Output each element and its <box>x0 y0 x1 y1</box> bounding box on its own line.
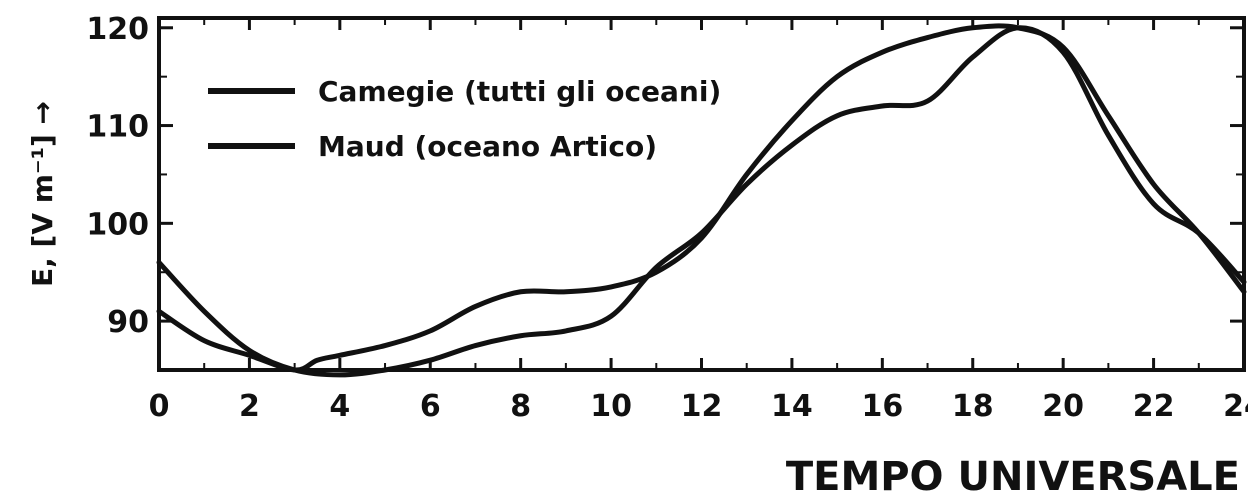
x-tick-label: 16 <box>861 389 903 424</box>
x-tick-label: 24 <box>1223 389 1248 424</box>
x-tick-label: 6 <box>420 389 441 424</box>
y-tick-label: 110 <box>86 110 149 145</box>
x-tick-label: 12 <box>681 389 723 424</box>
x-tick-label: 14 <box>771 389 813 424</box>
legend-label-series-2: Maud (oceano Artico) <box>318 130 657 163</box>
legend-label-series-1: Camegie (tutti gli oceani) <box>318 75 721 108</box>
legend: Camegie (tutti gli oceani) Maud (oceano … <box>208 75 721 163</box>
y-tick-label: 120 <box>86 12 149 47</box>
axis-ticks: 02468101214161820222490100110120 <box>86 12 1248 424</box>
series-line-1 <box>156 23 1247 373</box>
y-axis-label: E, [V m⁻¹] → <box>26 101 59 287</box>
x-tick-label: 18 <box>952 389 994 424</box>
y-tick-label: 90 <box>107 305 149 340</box>
x-tick-label: 20 <box>1042 389 1084 424</box>
x-tick-label: 22 <box>1133 389 1175 424</box>
x-tick-label: 0 <box>149 389 170 424</box>
y-tick-label: 100 <box>86 207 149 242</box>
x-tick-label: 10 <box>590 389 632 424</box>
x-axis-label: TEMPO UNIVERSALE <box>786 454 1240 500</box>
x-tick-label: 8 <box>510 389 531 424</box>
x-tick-label: 2 <box>239 389 260 424</box>
series-group <box>156 23 1247 378</box>
x-tick-label: 4 <box>329 389 350 424</box>
series-line-2 <box>156 25 1247 378</box>
